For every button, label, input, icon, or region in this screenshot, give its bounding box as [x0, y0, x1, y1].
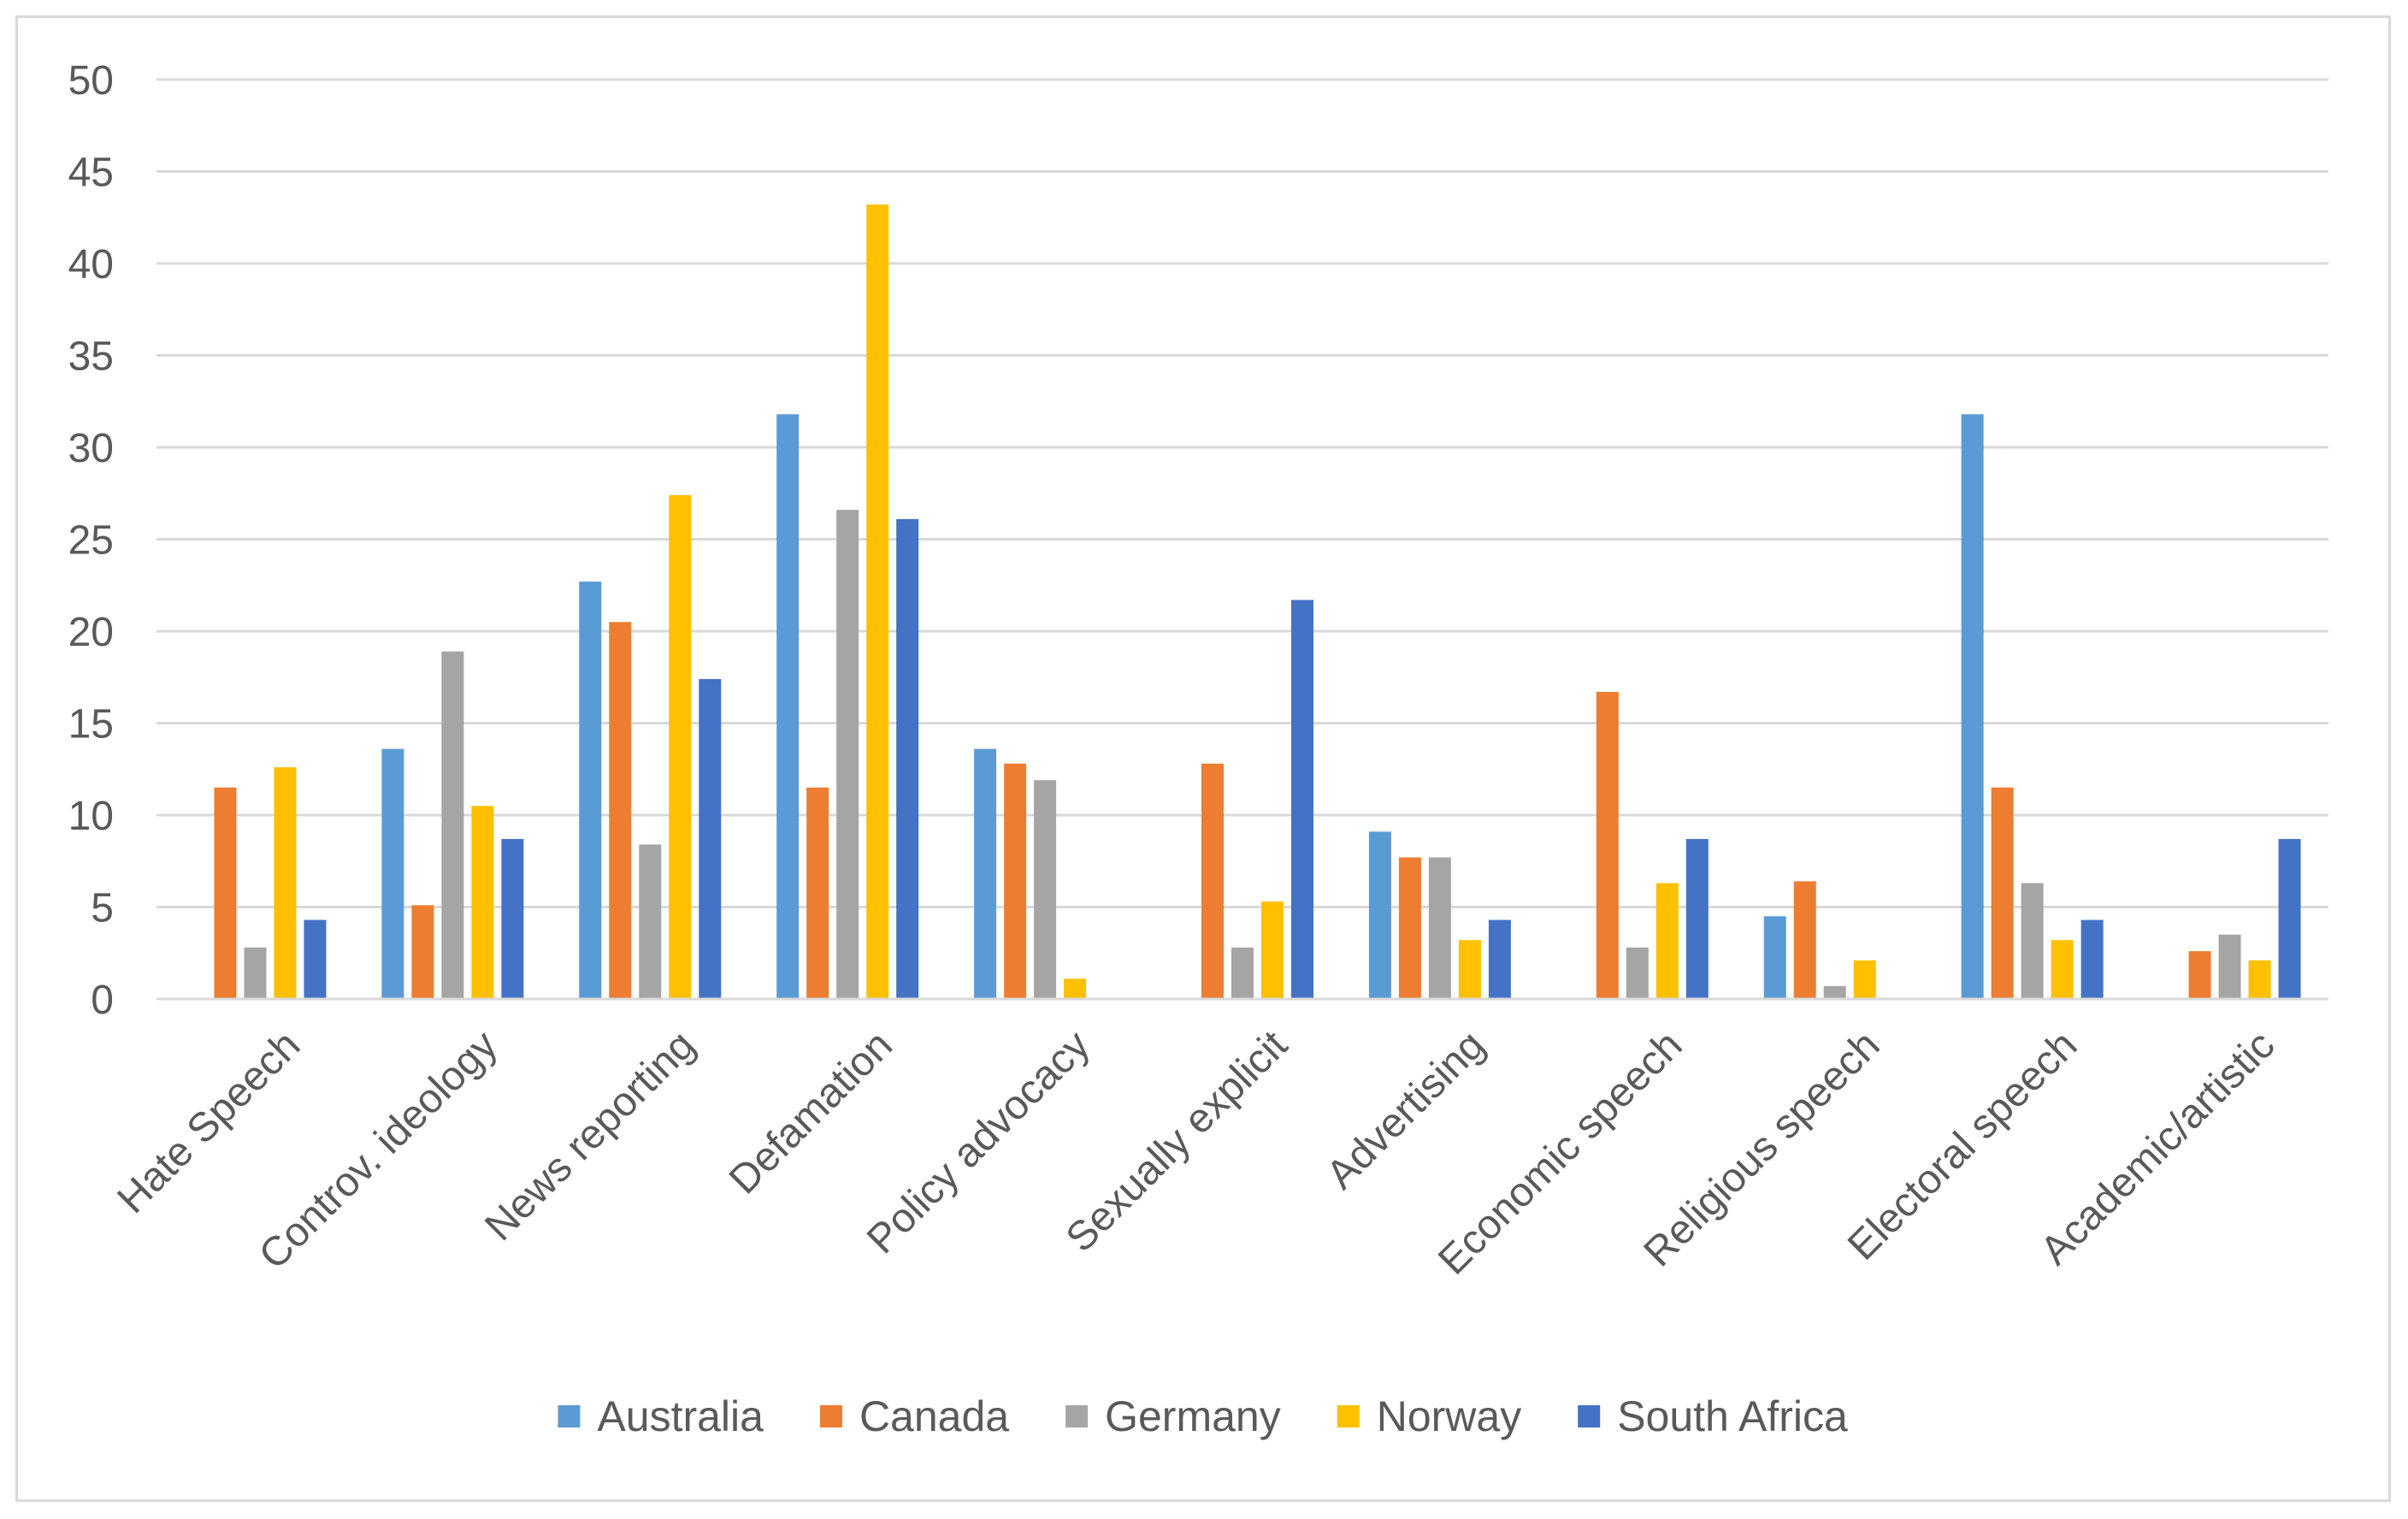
bar-south-africa-2 [699, 678, 722, 999]
bar-germany-5 [1231, 947, 1254, 999]
bar-canada-10 [2188, 951, 2211, 999]
bar-south-africa-7 [1685, 838, 1709, 999]
bar-norway-4 [1064, 978, 1087, 999]
bar-germany-4 [1034, 780, 1057, 999]
bar-australia-6 [1368, 831, 1391, 999]
legend-swatch [819, 1405, 842, 1427]
bar-australia-1 [381, 748, 404, 999]
bars [214, 204, 2301, 999]
bar-norway-8 [1853, 960, 1876, 999]
legend-swatch [1337, 1405, 1360, 1427]
x-category-label: Hate Speech [109, 1022, 310, 1222]
bar-south-africa-0 [304, 919, 327, 999]
y-tick-label: 10 [68, 794, 114, 839]
y-axis-tick-labels: 0 5 10 15 20 25 30 35 40 45 50 [68, 58, 114, 1023]
legend-item-germany: Germany [1065, 1392, 1281, 1440]
bar-norway-2 [669, 494, 692, 999]
x-category-label: Advertising [1318, 1022, 1493, 1197]
legend-label: South Africa [1617, 1392, 1848, 1440]
bar-canada-5 [1201, 763, 1224, 999]
bar-south-africa-5 [1291, 600, 1313, 999]
legend-label: Norway [1377, 1392, 1521, 1440]
bar-germany-8 [1823, 985, 1846, 999]
bar-south-africa-3 [896, 518, 919, 999]
bar-germany-7 [1626, 947, 1649, 999]
bar-norway-10 [2248, 960, 2271, 999]
bar-canada-1 [411, 905, 434, 999]
y-tick-label: 30 [68, 426, 114, 471]
legend-label: Canada [859, 1392, 1009, 1440]
bar-canada-9 [1991, 787, 2014, 999]
legend: Australia Canada Germany Norway South Africa [558, 1392, 1848, 1440]
bar-norway-0 [274, 767, 297, 999]
bar-south-africa-6 [1488, 919, 1511, 999]
legend-item-norway: Norway [1337, 1392, 1521, 1440]
bar-south-africa-1 [501, 838, 524, 999]
bar-germany-2 [639, 844, 662, 999]
bar-australia-2 [579, 581, 602, 999]
y-tick-label: 0 [91, 978, 114, 1023]
bar-germany-10 [2218, 934, 2241, 999]
y-tick-label: 35 [68, 334, 114, 380]
bar-germany-3 [836, 510, 859, 999]
bar-germany-0 [244, 947, 267, 999]
legend-swatch [1578, 1405, 1601, 1427]
x-category-label: News reporting [476, 1022, 704, 1250]
legend-label: Australia [597, 1392, 764, 1440]
bar-norway-9 [2051, 940, 2074, 999]
bar-germany-1 [441, 651, 464, 999]
bar-australia-3 [776, 414, 800, 999]
legend-swatch [1065, 1405, 1089, 1427]
bar-south-africa-9 [2080, 919, 2104, 999]
y-tick-label: 15 [68, 702, 114, 748]
y-tick-label: 25 [68, 518, 114, 564]
y-tick-label: 40 [68, 242, 114, 287]
bar-australia-4 [974, 748, 997, 999]
legend-item-south-africa: South Africa [1578, 1392, 1848, 1440]
y-tick-label: 5 [91, 886, 114, 931]
legend-swatch [558, 1405, 581, 1427]
bar-canada-2 [609, 622, 632, 999]
bar-norway-7 [1656, 883, 1679, 999]
legend-label: Germany [1105, 1392, 1281, 1440]
x-category-label: Defamation [721, 1022, 901, 1203]
bar-norway-6 [1458, 940, 1481, 999]
bar-canada-3 [806, 787, 829, 999]
bar-canada-6 [1398, 857, 1421, 999]
y-tick-label: 45 [68, 151, 114, 196]
bar-norway-5 [1261, 901, 1284, 999]
gridlines [156, 78, 2328, 908]
bar-australia-9 [1961, 414, 1984, 999]
y-tick-label: 50 [68, 58, 114, 103]
bar-canada-8 [1793, 881, 1816, 999]
bar-norway-3 [866, 204, 889, 999]
bar-canada-4 [1004, 763, 1027, 999]
bar-canada-7 [1596, 691, 1619, 999]
legend-item-australia: Australia [558, 1392, 764, 1440]
legend-item-canada: Canada [819, 1392, 1009, 1440]
bar-norway-1 [471, 806, 494, 999]
bar-australia-8 [1763, 916, 1786, 999]
bar-south-africa-10 [2278, 838, 2301, 999]
bar-germany-6 [1428, 857, 1451, 999]
y-tick-label: 20 [68, 610, 114, 655]
bar-canada-0 [214, 787, 237, 999]
bar-germany-9 [2021, 883, 2044, 999]
